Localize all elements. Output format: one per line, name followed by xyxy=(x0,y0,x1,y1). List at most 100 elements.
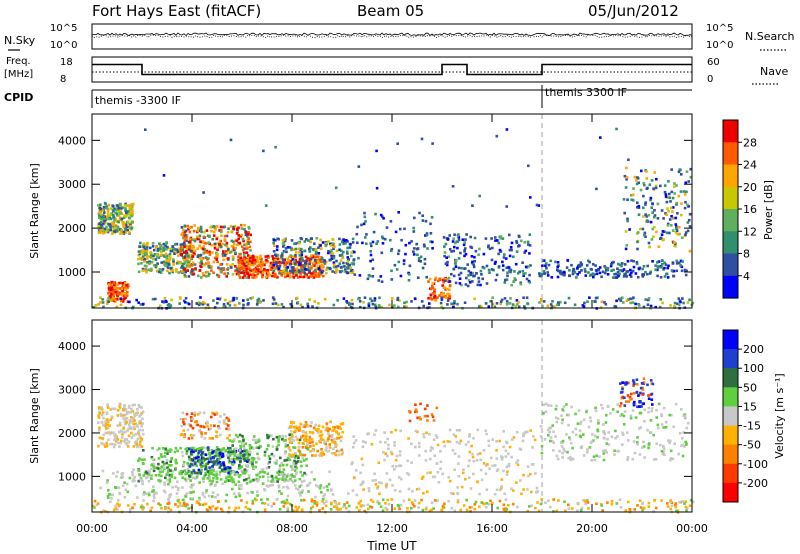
velocity-echo-cell xyxy=(626,456,630,459)
velocity-echo-cell xyxy=(632,440,636,443)
power-echo-cell xyxy=(450,272,453,276)
velocity-echo-cell xyxy=(209,424,213,427)
power-echo-cell xyxy=(177,254,180,257)
power-echo-cell xyxy=(317,302,320,305)
velocity-echo-cell xyxy=(215,506,219,510)
velocity-echo-cell xyxy=(149,475,152,479)
power-echo-cell xyxy=(327,240,330,243)
power-echo-cell xyxy=(131,209,134,213)
velocity-echo-cell xyxy=(681,454,685,458)
velocity-echo-cell xyxy=(259,444,262,448)
velocity-echo-cell xyxy=(341,430,345,434)
velocity-echo-cell xyxy=(664,420,668,424)
power-echo-cell xyxy=(109,295,112,299)
velocity-echo-cell xyxy=(181,498,185,502)
velocity-echo-cell xyxy=(209,457,213,460)
velocity-echo-cell xyxy=(583,499,587,503)
velocity-echo-cell xyxy=(217,454,220,458)
velocity-echo-cell xyxy=(551,424,554,427)
velocity-echo-cell xyxy=(627,381,630,385)
velocity-echo-cell xyxy=(135,412,138,415)
power-echo-cell xyxy=(458,277,462,280)
power-echo-cell xyxy=(389,238,392,242)
velocity-echo-cell xyxy=(655,442,658,445)
power-echo-cell xyxy=(370,244,373,248)
velocity-echo-cell xyxy=(472,459,476,463)
power-echo-cell xyxy=(206,270,210,274)
power-echo-cell xyxy=(213,244,217,248)
velocity-echo-cell xyxy=(108,424,111,428)
power-echo-cell xyxy=(160,261,163,264)
velocity-echo-cell xyxy=(338,425,341,429)
velocity-echo-cell xyxy=(546,428,550,432)
frequency-step-line xyxy=(92,63,692,76)
velocity-echo-cell xyxy=(436,499,439,502)
velocity-echo-cell xyxy=(627,500,630,504)
velocity-echo-cell xyxy=(125,412,129,415)
power-echo-cell xyxy=(617,269,621,272)
power-echo-cell xyxy=(220,230,223,234)
velocity-echo-cell xyxy=(114,440,118,443)
power-echo-cell xyxy=(237,226,240,230)
velocity-echo-cell xyxy=(287,456,290,460)
power-echo-cell xyxy=(665,213,668,216)
velocity-echo-cell xyxy=(163,483,166,486)
velocity-echo-cell xyxy=(106,406,110,409)
power-echo-cell xyxy=(331,252,335,256)
velocity-echo-cell xyxy=(339,439,343,443)
power-echo-cell xyxy=(615,299,618,303)
velocity-echo-cell xyxy=(284,445,288,448)
velocity-echo-cell xyxy=(246,460,249,463)
velocity-echo-cell xyxy=(178,472,181,475)
power-echo-cell xyxy=(259,267,262,271)
power-echo-cell xyxy=(219,225,223,229)
power-echo-cell xyxy=(348,246,352,249)
velocity-echo-cell xyxy=(243,449,246,453)
velocity-echo-cell xyxy=(625,431,629,434)
power-echo-cell xyxy=(642,273,646,277)
velocity-echo-cell xyxy=(316,485,320,488)
noise-tick-bottom-left: 10^0 xyxy=(50,40,77,51)
power-echo-cell xyxy=(159,271,163,274)
velocity-echo-cell xyxy=(287,453,291,456)
velocity-echo-cell xyxy=(204,491,208,494)
velocity-echo-cell xyxy=(418,441,421,445)
power-echo-cell xyxy=(237,258,240,262)
velocity-echo-cell xyxy=(298,427,302,430)
velocity-echo-cell xyxy=(398,490,402,493)
velocity-echo-cell xyxy=(453,452,457,455)
velocity-echo-cell xyxy=(157,447,161,450)
power-echo-cell xyxy=(446,260,449,264)
station-title: Fort Hays East (fitACF) xyxy=(92,2,261,20)
power-echo-cell xyxy=(183,237,187,241)
velocity-echo-cell xyxy=(660,423,664,426)
power-echo-cell xyxy=(457,233,460,236)
velocity-echo-cell xyxy=(621,443,624,446)
power-echo-cell xyxy=(262,299,265,302)
power-echo-cell xyxy=(240,227,244,230)
velocity-echo-cell xyxy=(239,444,242,448)
velocity-echo-cell xyxy=(137,459,140,463)
power-echo-cell xyxy=(663,230,666,233)
velocity-echo-cell xyxy=(98,412,102,415)
power-echo-cell xyxy=(325,260,328,264)
velocity-echo-cell xyxy=(123,404,126,407)
velocity-echo-cell xyxy=(606,404,610,408)
power-echo-cell xyxy=(210,265,213,268)
power-echo-cell xyxy=(417,257,421,260)
power-echo-cell xyxy=(373,297,377,300)
power-echo-cell xyxy=(163,297,167,300)
power-echo-cell xyxy=(451,302,454,306)
velocity-echo-cell xyxy=(122,426,126,430)
power-echo-cell xyxy=(259,262,262,266)
velocity-echo-cell xyxy=(364,441,367,444)
power-echo-cell xyxy=(102,222,105,226)
velocity-echo-cell xyxy=(299,494,302,497)
velocity-echo-cell xyxy=(340,448,344,452)
velocity-echo-cell xyxy=(302,479,306,483)
power-echo-cell xyxy=(116,286,120,290)
power-echo-cell xyxy=(674,231,678,234)
power-echo-cell xyxy=(98,206,102,210)
power-echo-cell xyxy=(97,303,100,306)
velocity-echo-cell xyxy=(292,446,295,449)
